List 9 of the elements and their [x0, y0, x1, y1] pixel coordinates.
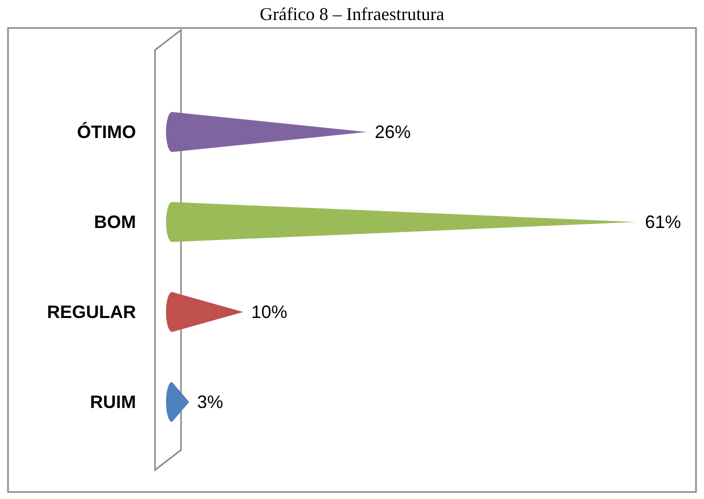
data-label: 10% [251, 302, 288, 322]
y-tick-label: RUIM [90, 392, 136, 412]
y-tick-label: REGULAR [47, 302, 136, 322]
data-label: 61% [645, 212, 682, 232]
data-label: 26% [374, 122, 411, 142]
y-tick-label: ÓTIMO [77, 122, 136, 142]
data-label: 3% [197, 392, 224, 412]
chart-title: Gráfico 8 – Infraestrutura [260, 4, 444, 24]
y-tick-label: BOM [94, 212, 136, 232]
